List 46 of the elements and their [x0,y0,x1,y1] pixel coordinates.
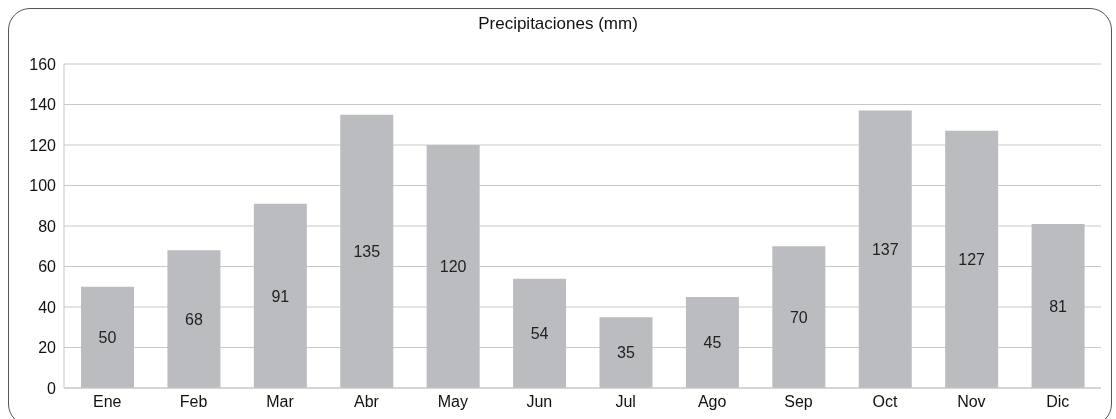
bar [945,130,999,388]
data-label: 70 [789,308,808,326]
bar [599,317,653,388]
y-tick-label: 120 [29,136,57,154]
bar [1031,223,1085,388]
bar [167,250,221,388]
y-tick-label: 100 [29,177,57,195]
x-tick-label: Ago [697,393,727,411]
bar [513,278,567,388]
y-tick-label: 40 [38,298,57,316]
data-label: 135 [353,242,381,260]
data-label: 127 [958,251,986,269]
y-tick-label: 140 [29,96,57,114]
x-tick-label: Nov [957,393,986,411]
x-tick-label: Jun [526,393,553,411]
x-tick-label: Abr [354,393,380,411]
bar [772,246,826,388]
bar [340,114,394,388]
x-tick-label: Dic [1046,393,1070,411]
y-tick-label: 80 [38,217,57,235]
x-tick-label: Feb [179,393,208,411]
y-tick-label: 160 [29,55,57,73]
chart-title: Precipitaciones (mm) [477,14,639,34]
x-tick-label: Ene [92,393,122,411]
y-tick-label: 20 [38,339,57,357]
data-label: 120 [439,258,467,276]
x-tick-label: May [437,393,468,411]
data-label: 35 [617,344,635,362]
data-label: 54 [530,325,549,343]
x-tick-label: Jul [615,393,636,411]
x-tick-label: Sep [784,393,813,411]
data-label: 81 [1049,297,1068,315]
bar [685,296,739,388]
data-label: 137 [871,240,899,258]
y-tick-label: 0 [47,379,57,397]
bar [253,203,307,388]
data-label: 91 [271,287,290,305]
data-label: 50 [98,329,117,347]
bar [81,286,134,388]
data-label: 45 [703,334,722,352]
data-label: 68 [185,310,203,328]
x-tick-label: Mar [266,393,295,411]
x-tick-label: Oct [872,393,898,411]
y-tick-label: 60 [38,258,57,276]
bar [858,110,912,388]
bar [426,145,480,388]
